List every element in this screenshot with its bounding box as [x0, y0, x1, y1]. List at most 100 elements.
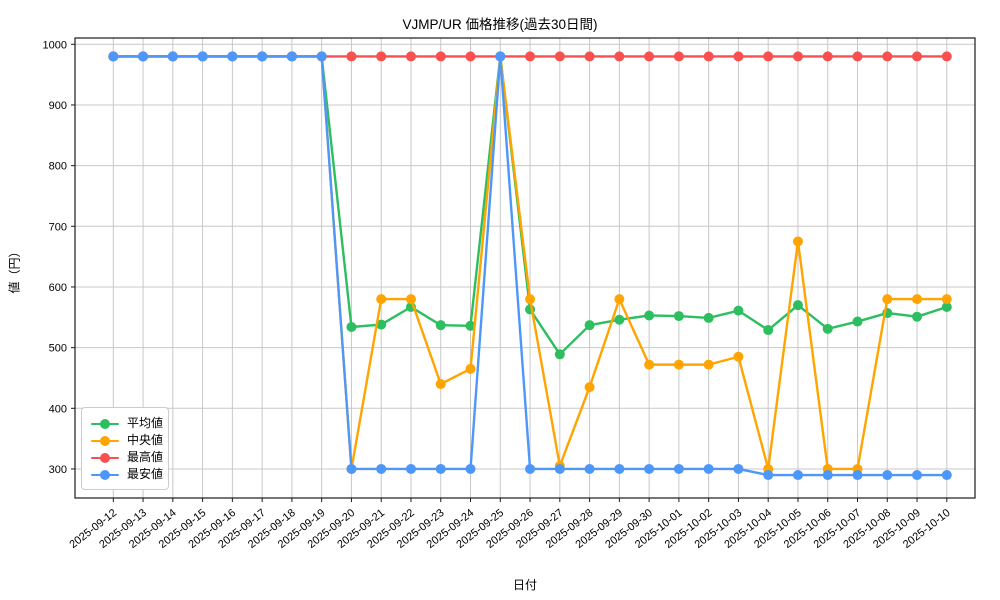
- y-tick-label: 700: [49, 221, 67, 233]
- series-median-point: [376, 294, 387, 305]
- series-lowest-point: [405, 463, 416, 474]
- series-highest-point: [465, 51, 476, 62]
- series-average-point: [584, 320, 595, 331]
- series-highest-point: [584, 51, 595, 62]
- series-highest-point: [852, 51, 863, 62]
- series-median-point: [941, 294, 952, 305]
- series-average-point: [614, 314, 625, 325]
- series-lowest-point: [614, 463, 625, 474]
- series-lowest-point: [286, 51, 297, 62]
- series-lowest-point: [346, 463, 357, 474]
- series-lowest-point: [316, 51, 327, 62]
- series-lowest-point: [822, 470, 833, 481]
- series-median-point: [584, 382, 595, 393]
- y-tick-label: 400: [49, 403, 67, 415]
- series-lowest-point: [227, 51, 238, 62]
- series-highest-point: [733, 51, 744, 62]
- series-highest-point: [435, 51, 446, 62]
- series-lowest-point: [644, 463, 655, 474]
- series-average-point: [822, 323, 833, 334]
- y-tick-label: 500: [49, 343, 67, 355]
- chart-title: VJMP/UR 価格推移(過去30日間): [402, 17, 598, 32]
- y-tick-label: 1000: [43, 39, 67, 51]
- legend-label-average: 平均値: [127, 416, 164, 430]
- legend-label-median: 中央値: [127, 433, 164, 447]
- lowest-line-marker: [91, 469, 119, 480]
- series-highest-point: [703, 51, 714, 62]
- series-lowest-point: [138, 51, 149, 62]
- series-median-point: [912, 294, 923, 305]
- series-highest-point: [346, 51, 357, 62]
- series-average-point: [346, 322, 357, 333]
- legend-item-average: 平均値: [91, 415, 163, 432]
- series-average-point: [763, 325, 774, 336]
- average-line-marker: [91, 418, 119, 429]
- series-average-point: [376, 319, 387, 330]
- series-lowest-point: [376, 463, 387, 474]
- y-tick-label: 600: [49, 282, 67, 294]
- series-median-point: [733, 351, 744, 362]
- series-median-point: [673, 359, 684, 370]
- series-median-point: [614, 294, 625, 305]
- series-lowest-point: [495, 51, 506, 62]
- series-lowest-point: [108, 51, 119, 62]
- series-lowest-point: [465, 463, 476, 474]
- series-highest-point: [614, 51, 625, 62]
- series-highest-point: [554, 51, 565, 62]
- series-median-point: [525, 294, 536, 305]
- legend-label-highest: 最高値: [127, 450, 164, 464]
- series-average-point: [703, 312, 714, 323]
- series-average-point: [465, 320, 476, 331]
- legend: 平均値 中央値 最高値 最安値: [81, 407, 169, 490]
- series-lowest-point: [584, 463, 595, 474]
- series-highest-point: [763, 51, 774, 62]
- series-lowest-point: [167, 51, 178, 62]
- axis-ticks: [71, 43, 948, 502]
- series-lowest-point: [912, 470, 923, 481]
- series-highest-point: [405, 51, 416, 62]
- legend-item-lowest: 最安値: [91, 466, 163, 483]
- series-average-point: [912, 311, 923, 322]
- series-median-point: [644, 359, 655, 370]
- series-average-point: [733, 305, 744, 316]
- series-lowest-point: [703, 463, 714, 474]
- series-highest-point: [882, 51, 893, 62]
- series-highest-point: [673, 51, 684, 62]
- series-average-point: [673, 311, 684, 322]
- series-median-point: [882, 294, 893, 305]
- series-median-point: [465, 363, 476, 374]
- series-median-point: [792, 236, 803, 247]
- series-lowest-point: [673, 463, 684, 474]
- series-median-point: [405, 294, 416, 305]
- series-average-point: [792, 300, 803, 311]
- series-average-point: [941, 301, 952, 312]
- series-highest-point: [941, 51, 952, 62]
- series-lowest-point: [882, 470, 893, 481]
- y-axis-label: 値（円）: [7, 245, 22, 294]
- series-average-point: [554, 349, 565, 360]
- series-lowest-point: [852, 470, 863, 481]
- series-lowest-point: [941, 470, 952, 481]
- series-lowest-point: [435, 463, 446, 474]
- series-lowest: [108, 51, 952, 481]
- x-axis-label: 日付: [512, 578, 537, 592]
- y-tick-label: 800: [49, 161, 67, 173]
- series-average-point: [435, 320, 446, 331]
- series-highest-point: [792, 51, 803, 62]
- series-highest-point: [822, 51, 833, 62]
- y-tick-label: 900: [49, 100, 67, 112]
- series-lowest-point: [763, 470, 774, 481]
- series-highest-point: [376, 51, 387, 62]
- series-average-point: [852, 316, 863, 327]
- median-line-marker: [91, 435, 119, 446]
- series-highest-point: [525, 51, 536, 62]
- series-lowest-point: [197, 51, 208, 62]
- series-lowest-point: [525, 463, 536, 474]
- series-median-point: [703, 359, 714, 370]
- series-lowest-point: [733, 463, 744, 474]
- series-lowest-point: [554, 463, 565, 474]
- highest-line-marker: [91, 452, 119, 463]
- series-highest-point: [912, 51, 923, 62]
- series-average-point: [644, 310, 655, 321]
